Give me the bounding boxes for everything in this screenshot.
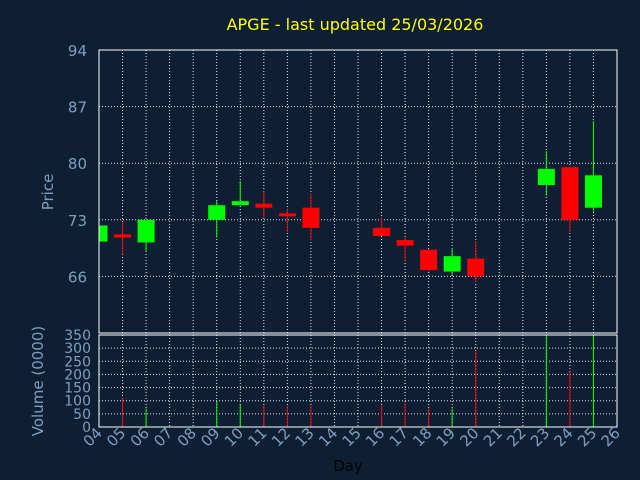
candle-body [537, 168, 555, 186]
candle-body [396, 240, 414, 246]
volume-tick-label: 0 [82, 420, 91, 436]
chart-title: APGE - last updated 25/03/2026 [227, 15, 484, 34]
candle [98, 225, 108, 242]
volume-tick-label: 100 [64, 394, 91, 410]
candle-body [420, 249, 438, 270]
candle [561, 167, 579, 232]
volume-tick-label: 200 [64, 367, 91, 383]
candle [537, 151, 555, 196]
candle-body [443, 256, 461, 272]
candle [302, 193, 320, 241]
candle [208, 201, 226, 238]
price-tick-label: 87 [68, 99, 87, 117]
price-tick-label: 94 [68, 42, 87, 60]
candle [278, 209, 296, 232]
price-tick-label: 73 [68, 212, 87, 230]
candle-body [278, 213, 296, 217]
candle-body [561, 167, 579, 220]
volume-tick-label: 300 [64, 341, 91, 357]
candle-body [137, 219, 155, 243]
candle-body [255, 203, 273, 208]
candle [114, 221, 132, 255]
price-tick-label: 66 [68, 268, 87, 286]
volume-tick-label: 150 [64, 381, 91, 397]
price-axis-label: Price [39, 174, 57, 211]
volume-tick-label: 350 [64, 328, 91, 344]
candle [420, 249, 438, 272]
candle-body [467, 258, 485, 277]
price-frame [98, 49, 618, 334]
candle [231, 180, 249, 206]
candle-body [231, 201, 249, 206]
candle [373, 217, 391, 236]
volume-axis-label: Volume (0000) [29, 326, 47, 436]
candle [467, 241, 485, 283]
candle-body [114, 234, 132, 238]
candle-body [208, 205, 226, 220]
candle-body [584, 175, 602, 208]
candle-body [373, 227, 391, 236]
x-axis: 0405060708091011121314151617181920212223… [80, 424, 624, 450]
candle-body [302, 207, 320, 228]
volume-tick-label: 250 [64, 354, 91, 370]
candle [443, 248, 461, 275]
candle [255, 191, 273, 218]
volume-frame [98, 334, 618, 428]
price-tick-label: 80 [68, 155, 87, 173]
volume-tick-label: 50 [73, 407, 91, 423]
price-panel: 94 87 80 73 66 [68, 42, 618, 334]
candle [396, 237, 414, 262]
candle-body [99, 225, 108, 242]
x-axis-label: Day [333, 457, 363, 475]
candle [137, 219, 155, 253]
candle [584, 121, 602, 212]
